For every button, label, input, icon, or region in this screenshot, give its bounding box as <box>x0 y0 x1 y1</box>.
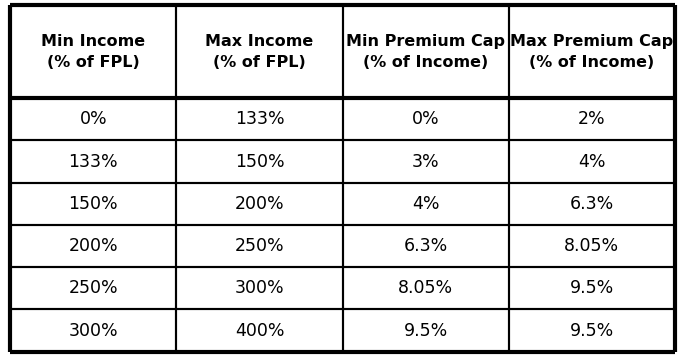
Bar <box>177 5 342 98</box>
Text: 300%: 300% <box>68 322 118 340</box>
Bar <box>10 141 176 183</box>
Text: Max Premium Cap
(% of Income): Max Premium Cap (% of Income) <box>510 34 673 70</box>
Text: 6.3%: 6.3% <box>403 237 448 255</box>
Text: 3%: 3% <box>412 152 439 171</box>
Text: 400%: 400% <box>235 322 284 340</box>
Text: 200%: 200% <box>235 195 284 213</box>
Bar <box>342 98 508 141</box>
Bar <box>10 310 176 352</box>
Bar <box>177 225 342 267</box>
Text: 8.05%: 8.05% <box>564 237 619 255</box>
Bar <box>342 5 508 98</box>
Text: 133%: 133% <box>235 110 284 129</box>
Text: 4%: 4% <box>578 152 606 171</box>
Bar <box>508 267 675 310</box>
Text: 2%: 2% <box>578 110 606 129</box>
Text: 0%: 0% <box>79 110 107 129</box>
Text: Min Income
(% of FPL): Min Income (% of FPL) <box>41 34 145 70</box>
Bar <box>10 267 176 310</box>
Bar <box>10 225 176 267</box>
Text: 9.5%: 9.5% <box>569 279 614 297</box>
Text: 6.3%: 6.3% <box>569 195 614 213</box>
Text: 150%: 150% <box>68 195 118 213</box>
Bar <box>508 310 675 352</box>
Bar <box>508 98 675 141</box>
Text: 0%: 0% <box>412 110 439 129</box>
Bar <box>10 5 176 98</box>
Bar <box>508 5 675 98</box>
Bar <box>508 225 675 267</box>
Text: 4%: 4% <box>412 195 439 213</box>
Text: 150%: 150% <box>235 152 284 171</box>
Bar <box>508 183 675 225</box>
Bar <box>177 183 342 225</box>
Bar <box>177 98 342 141</box>
Text: 300%: 300% <box>235 279 284 297</box>
Bar <box>342 267 508 310</box>
Text: 133%: 133% <box>68 152 118 171</box>
Bar <box>342 225 508 267</box>
Text: 9.5%: 9.5% <box>403 322 448 340</box>
Bar <box>342 310 508 352</box>
Bar <box>177 267 342 310</box>
Bar <box>342 183 508 225</box>
Bar <box>177 141 342 183</box>
Text: 9.5%: 9.5% <box>569 322 614 340</box>
Bar <box>10 98 176 141</box>
Bar <box>342 141 508 183</box>
Text: 250%: 250% <box>235 237 284 255</box>
Bar <box>508 141 675 183</box>
Text: 200%: 200% <box>68 237 118 255</box>
Text: 8.05%: 8.05% <box>398 279 453 297</box>
Text: Min Premium Cap
(% of Income): Min Premium Cap (% of Income) <box>346 34 505 70</box>
Bar <box>10 183 176 225</box>
Text: 250%: 250% <box>68 279 118 297</box>
Text: Max Income
(% of FPL): Max Income (% of FPL) <box>206 34 314 70</box>
Bar <box>177 310 342 352</box>
